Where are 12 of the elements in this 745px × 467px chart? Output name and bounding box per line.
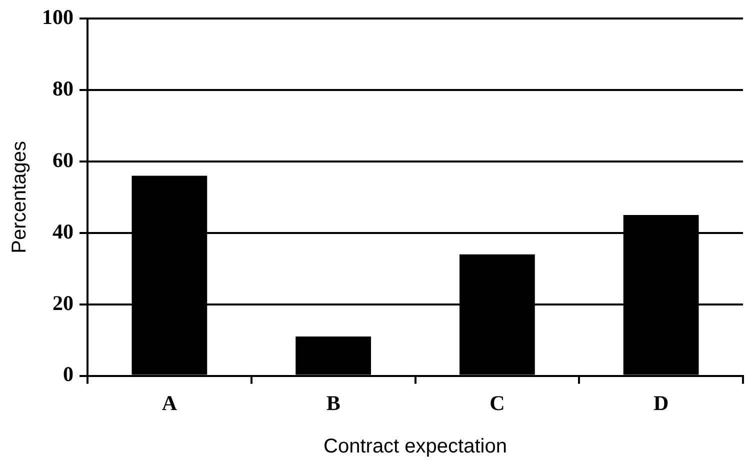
- x-tick-label: D: [653, 390, 669, 415]
- y-tick-label: 100: [42, 5, 74, 30]
- y-tick-label: 40: [52, 219, 74, 244]
- y-axis-title: Percentages: [8, 141, 31, 254]
- x-tick-label: C: [490, 390, 505, 415]
- x-tick-label: A: [162, 390, 178, 415]
- y-tick-label: 80: [52, 76, 74, 100]
- y-tick-label: 0: [63, 362, 74, 386]
- y-tick-label: 60: [52, 148, 74, 172]
- y-tick-label: 20: [52, 290, 74, 315]
- x-axis-title: Contract expectation: [324, 436, 507, 458]
- x-tick-label: B: [326, 390, 340, 415]
